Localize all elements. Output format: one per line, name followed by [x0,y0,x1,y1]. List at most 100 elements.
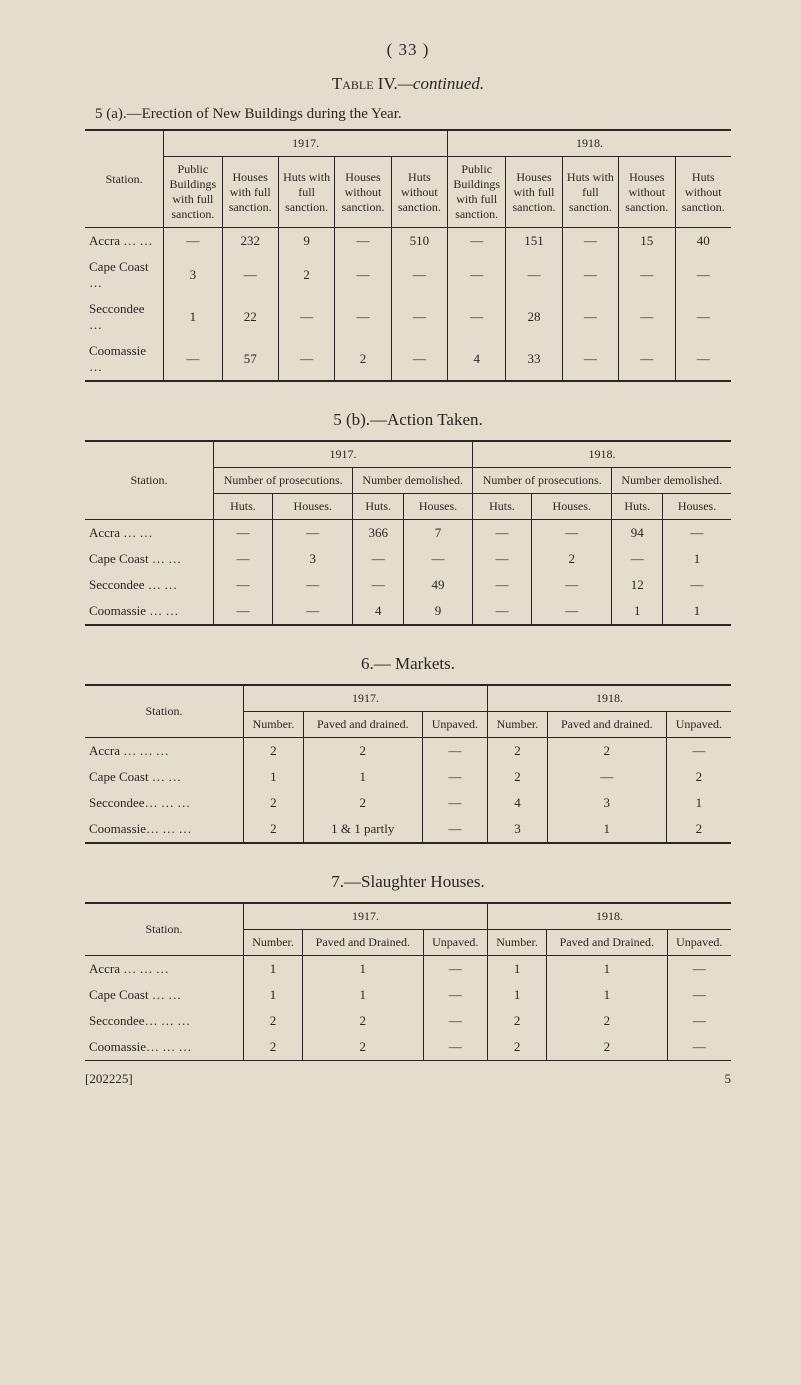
col-number: Number. [244,930,303,956]
page-number: ( 33 ) [85,40,731,60]
col-c5-18: Huts without sanction. [675,157,731,228]
cell: 57 [222,338,278,381]
cell: — [423,1008,488,1034]
col-pros-18: Number of prosecutions. [472,468,611,494]
cell: — [663,572,731,598]
cell: 1 [612,598,663,625]
year-1917: 1917. [244,685,488,712]
cell: 151 [506,228,562,255]
cell: 3 [164,254,222,296]
col-c1-18: Public Buildings with full sanction. [448,157,506,228]
table-5a: Station. 1917. 1918. Public Buildings wi… [85,129,731,382]
cell: 232 [222,228,278,255]
cell: — [272,598,353,625]
cell: 2 [303,790,422,816]
sec7-heading: 7.—Slaughter Houses. [85,872,731,892]
cell: 3 [547,790,666,816]
cell: — [422,764,487,790]
col-houses: Houses. [663,494,731,520]
cell: 2 [531,546,612,572]
cell: — [667,956,731,983]
cell: — [547,764,666,790]
col-unpaved: Unpaved. [423,930,488,956]
cell: 40 [675,228,731,255]
cell: 2 [278,254,334,296]
row-label: Coomassie… … … [85,1034,244,1061]
table-row: Accra … … — 232 9 — 510 — 151 — 15 40 [85,228,731,255]
table-5b: Station. 1917. 1918. Number of prosecuti… [85,440,731,626]
row-label: Seccondee … [85,296,164,338]
cell: — [448,296,506,338]
cell: 2 [244,816,304,843]
cell: 4 [488,790,548,816]
cell: — [667,1008,731,1034]
cell: — [562,338,618,381]
cell: — [272,572,353,598]
cell: — [222,254,278,296]
col-c4-17: Houses without sanction. [335,157,391,228]
cell: — [472,546,531,572]
col-houses: Houses. [272,494,353,520]
table-row: Coomassie … — 57 — 2 — 4 33 — — — [85,338,731,381]
cell: 1 [303,982,423,1008]
cell: — [666,738,731,765]
cell: — [472,572,531,598]
cell: 2 [303,1034,423,1061]
col-unpaved: Unpaved. [667,930,731,956]
cell: — [353,546,404,572]
col-unpaved: Unpaved. [422,712,487,738]
cell: — [391,338,447,381]
cell: 9 [403,598,472,625]
cell: 49 [403,572,472,598]
cell: 2 [244,1008,303,1034]
cell: — [335,254,391,296]
cell: — [335,228,391,255]
sec6-heading: 6.— Markets. [85,654,731,674]
cell: — [423,956,488,983]
sec5a-heading: 5 (a).—Erection of New Buildings during … [85,106,731,123]
cell: 2 [666,764,731,790]
cell: — [353,572,404,598]
cell: — [422,790,487,816]
cell: — [272,520,353,547]
cell: — [391,254,447,296]
cell: 1 [488,982,547,1008]
cell: — [619,254,675,296]
sec5a-heading-span: 5 (a).—Erection of New Buildings during … [95,106,402,122]
col-c5-17: Huts without sanction. [391,157,447,228]
cell: 366 [353,520,404,547]
cell: 12 [612,572,663,598]
cell: — [214,598,273,625]
cell: — [667,982,731,1008]
row-label: Cape Coast … … [85,982,244,1008]
cell: 4 [448,338,506,381]
row-label: Seccondee … … [85,572,214,598]
cell: 1 [547,956,667,983]
year-1918: 1918. [448,130,731,157]
cell: 2 [666,816,731,843]
cell: — [472,598,531,625]
cell: 2 [335,338,391,381]
cell: — [612,546,663,572]
cell: — [214,572,273,598]
cell: 1 [547,816,666,843]
cell: 7 [403,520,472,547]
cell: 15 [619,228,675,255]
cell: — [472,520,531,547]
cell: — [391,296,447,338]
cell: 22 [222,296,278,338]
year-1917: 1917. [244,903,488,930]
sec5b-heading-text: 5 (b).—Action Taken. [333,410,483,429]
row-label: Accra … … [85,228,164,255]
cell: 1 [663,598,731,625]
cell: 33 [506,338,562,381]
row-label: Cape Coast … … [85,764,244,790]
year-1917: 1917. [214,441,473,468]
main-heading-suffix: —continued. [398,74,484,93]
cell: 9 [278,228,334,255]
cell: — [422,816,487,843]
col-demo-18: Number demolished. [612,468,731,494]
cell: 2 [244,1034,303,1061]
col-paved-drained: Paved and drained. [303,712,422,738]
cell: — [619,296,675,338]
